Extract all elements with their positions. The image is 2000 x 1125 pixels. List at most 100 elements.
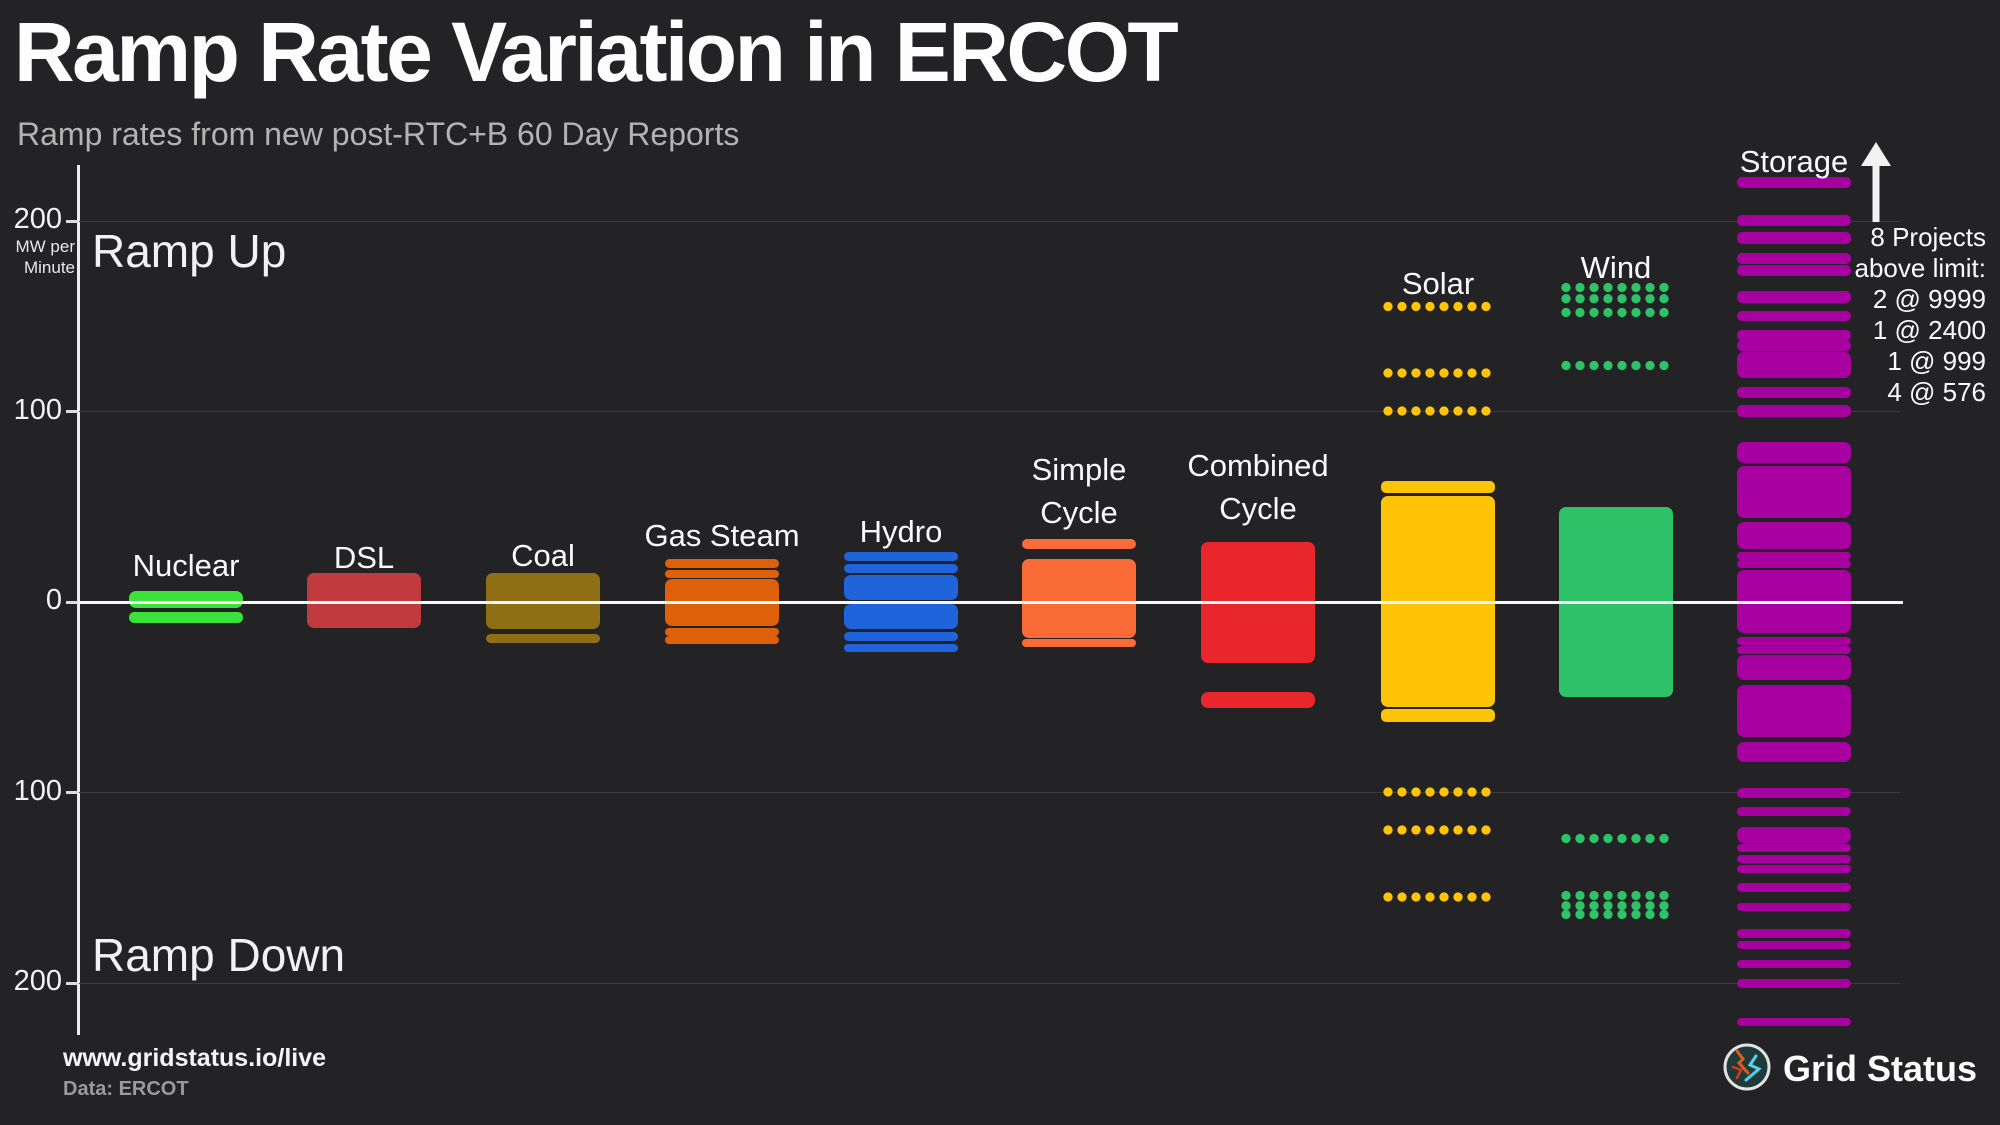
- storage-strip: [1737, 684, 1851, 738]
- gridline: [79, 792, 1900, 793]
- y-axis-unit-line1: MW per: [15, 237, 76, 256]
- wind-strip: [1559, 832, 1673, 844]
- storage-strip: [1737, 551, 1851, 561]
- annotation-line: 1 @ 999: [1887, 346, 1986, 376]
- wind-strip: [1559, 360, 1673, 372]
- annotation-line: above limit:: [1854, 253, 1987, 283]
- storage-strip: [1737, 1018, 1851, 1027]
- storage-strip: [1737, 340, 1851, 351]
- gas-steam-strip: [665, 636, 779, 645]
- hydro-strip: [844, 552, 958, 562]
- solar-strip: [1381, 785, 1495, 799]
- solar-strip: [1381, 301, 1495, 313]
- storage-strip: [1737, 979, 1851, 988]
- storage-strip: [1737, 521, 1851, 549]
- annotation-line: 8 Projects: [1870, 222, 1986, 252]
- wind-strip: [1559, 889, 1673, 902]
- gridline: [79, 411, 1900, 412]
- footer-data-source: Data: ERCOT: [63, 1078, 189, 1100]
- storage-strip: [1737, 232, 1851, 244]
- wind-strip: [1559, 293, 1673, 305]
- category-label-line: Nuclear: [132, 548, 240, 583]
- y-tick-label: 200: [13, 965, 62, 997]
- storage-strip: [1737, 843, 1851, 852]
- wind-strip: [1559, 281, 1673, 294]
- simple-cycle-strip: [1022, 559, 1136, 639]
- y-tick-dash: [66, 791, 78, 794]
- solar-strip: [1381, 404, 1495, 418]
- solar-strip: [1381, 823, 1495, 837]
- category-label-line: Hydro: [859, 514, 943, 549]
- annotation-line: 2 @ 9999: [1872, 284, 1986, 314]
- category-label-line: Solar: [1401, 266, 1475, 301]
- combined-cycle-strip: [1201, 691, 1315, 708]
- category-label-dsl: DSL: [204, 536, 524, 579]
- solar-strip: [1381, 481, 1495, 494]
- ramp-down-label: Ramp Down: [92, 929, 346, 981]
- storage-strip: [1737, 465, 1851, 519]
- gas-steam-strip: [665, 627, 779, 636]
- gas-steam-strip: [665, 559, 779, 568]
- category-label-line: Simple: [1031, 452, 1127, 487]
- category-label-combined-cycle: Combined Cycle: [1098, 444, 1418, 530]
- y-axis-unit-label: MW per Minute: [0, 236, 76, 278]
- category-label-wind: Wind: [1456, 246, 1776, 289]
- storage-strip: [1737, 806, 1851, 817]
- brand-name: Grid Status: [1783, 1048, 1978, 1089]
- storage-strip: [1737, 864, 1851, 873]
- category-label-solar: Solar: [1278, 262, 1598, 305]
- solar-strip: [1381, 366, 1495, 380]
- category-label-hydro: Hydro: [741, 510, 1061, 553]
- category-label-line: Cycle: [1040, 495, 1118, 530]
- simple-cycle-strip: [1022, 539, 1136, 549]
- hydro-strip: [844, 632, 958, 642]
- storage-strip: [1737, 215, 1851, 226]
- y-tick-dash: [66, 219, 78, 223]
- storage-strip: [1737, 941, 1851, 950]
- storage-strip: [1737, 902, 1851, 911]
- y-tick-label: 200: [13, 203, 62, 235]
- storage-strip: [1737, 742, 1851, 763]
- y-axis-line: [77, 165, 80, 1035]
- y-tick-dash: [66, 981, 78, 985]
- storage-strip: [1737, 291, 1851, 303]
- category-label-simple-cycle: Simple Cycle: [919, 448, 1239, 534]
- storage-strip: [1737, 928, 1851, 939]
- y-tick-label: 0: [45, 584, 62, 616]
- category-label-coal: Coal: [383, 534, 703, 577]
- storage-strip: [1737, 329, 1851, 341]
- storage-strip: [1737, 441, 1851, 463]
- storage-strip: [1737, 310, 1851, 321]
- storage-strip: [1737, 177, 1851, 188]
- simple-cycle-strip: [1022, 639, 1136, 648]
- storage-strip: [1737, 787, 1851, 799]
- storage-strip: [1737, 253, 1851, 264]
- storage-strip: [1737, 404, 1851, 418]
- category-label-storage: Storage: [1634, 140, 1954, 183]
- storage-strip: [1737, 855, 1851, 864]
- gridline: [79, 220, 1900, 222]
- storage-strip: [1737, 560, 1851, 569]
- storage-strip: [1737, 352, 1851, 379]
- zero-line: [79, 600, 1903, 604]
- storage-strip: [1737, 826, 1851, 843]
- category-label-line: Cycle: [1219, 491, 1297, 526]
- storage-strip: [1737, 386, 1851, 399]
- y-tick-dash: [66, 410, 78, 413]
- storage-strip: [1737, 264, 1851, 277]
- annotation-line: 1 @ 2400: [1872, 315, 1986, 345]
- storage-strip: [1737, 655, 1851, 681]
- wind-strip: [1559, 306, 1673, 319]
- storage-strip: [1737, 960, 1851, 969]
- coal-strip: [486, 634, 600, 643]
- grid-status-logo-icon: [1723, 1043, 1771, 1091]
- storage-strip: [1737, 637, 1851, 646]
- category-label-line: Gas Steam: [644, 518, 800, 553]
- category-label-line: Combined: [1187, 448, 1329, 483]
- nuclear-strip: [129, 590, 243, 608]
- y-tick-dash: [66, 600, 78, 604]
- gridline: [79, 982, 1900, 984]
- category-label-nuclear: Nuclear: [26, 544, 346, 587]
- storage-above-limit-annotation: 8 Projects above limit: 2 @ 9999 1 @ 2400 1 …: [1855, 222, 1987, 408]
